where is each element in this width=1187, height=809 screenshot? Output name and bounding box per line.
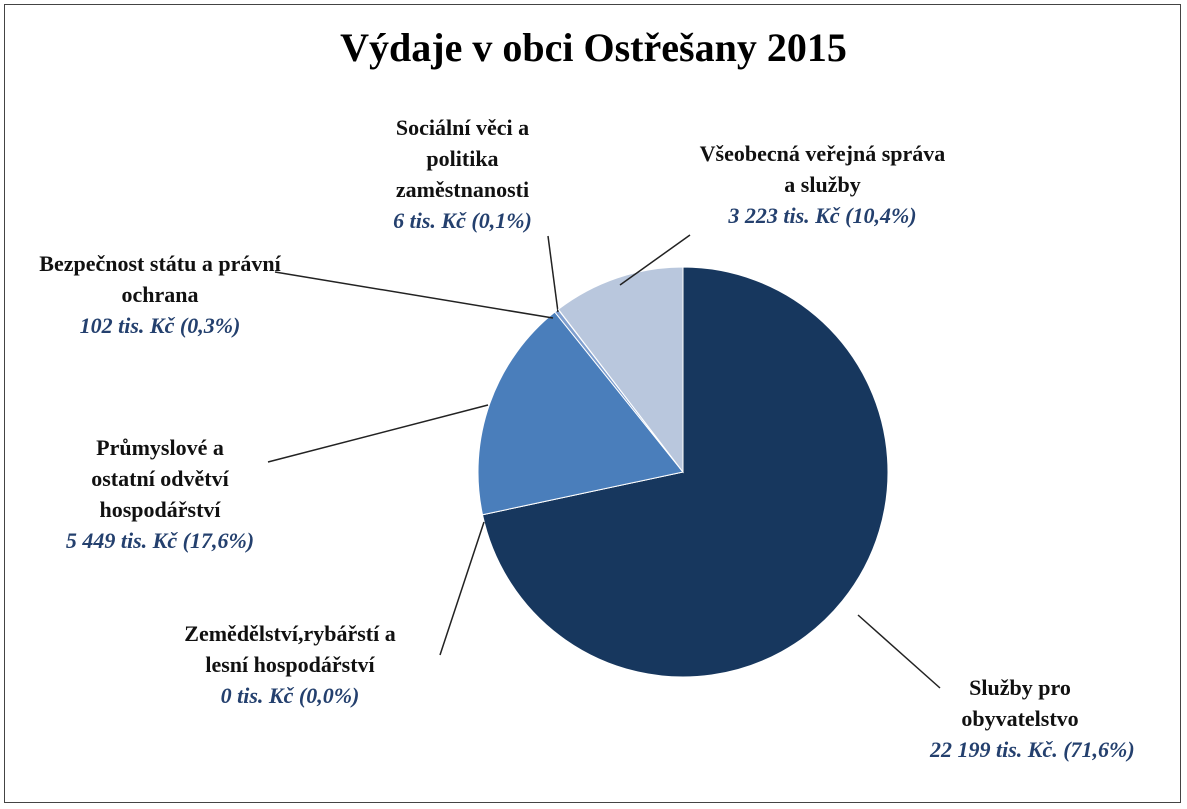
value-label: 6 tis. Kč (0,1%)	[393, 208, 532, 233]
category-label: Služby pro obyvatelstvo	[961, 675, 1079, 731]
value-label: 5 449 tis. Kč (17,6%)	[65, 528, 255, 553]
leader-line	[547, 235, 559, 313]
pie-slice	[477, 311, 684, 516]
category-label: Bezpečnost státu a právní ochrana	[39, 251, 281, 307]
category-label: Všeobecná veřejná správa a služby	[699, 141, 946, 197]
chart-frame	[4, 4, 1181, 803]
leader-line	[267, 404, 489, 463]
leader-line	[857, 614, 941, 689]
value-label: 102 tis. Kč (0,3%)	[79, 313, 241, 338]
category-label: Sociální věci a politika zaměstnanosti	[395, 115, 530, 202]
slice-label: Průmyslové a ostatní odvětví hospodářstv…	[65, 432, 255, 556]
pie-slice	[481, 266, 889, 678]
leader-line	[619, 234, 691, 286]
category-label: Průmyslové a ostatní odvětví hospodářstv…	[91, 435, 229, 522]
slice-label: Sociální věci a politika zaměstnanosti 6 …	[375, 112, 550, 236]
slice-label: Služby pro obyvatelstvo 22 199 tis. Kč. (…	[930, 672, 1135, 765]
value-label: 0 tis. Kč (0,0%)	[220, 683, 360, 708]
pie-slice	[557, 266, 684, 474]
slice-label: Zemědělství,rybářstí a lesní hospodářstv…	[170, 618, 410, 711]
category-label: Zemědělství,rybářstí a lesní hospodářstv…	[184, 621, 396, 677]
chart-title: Výdaje v obci Ostřešany 2015	[340, 25, 847, 70]
slice-label: Bezpečnost státu a právní ochrana 102 tis…	[35, 248, 285, 341]
leader-line	[439, 521, 485, 656]
leader-line	[274, 271, 554, 319]
value-label: 3 223 tis. Kč (10,4%)	[728, 203, 917, 228]
slice-label: Všeobecná veřejná správa a služby 3 223 t…	[695, 138, 950, 231]
value-label: 22 199 tis. Kč. (71,6%)	[930, 737, 1135, 762]
